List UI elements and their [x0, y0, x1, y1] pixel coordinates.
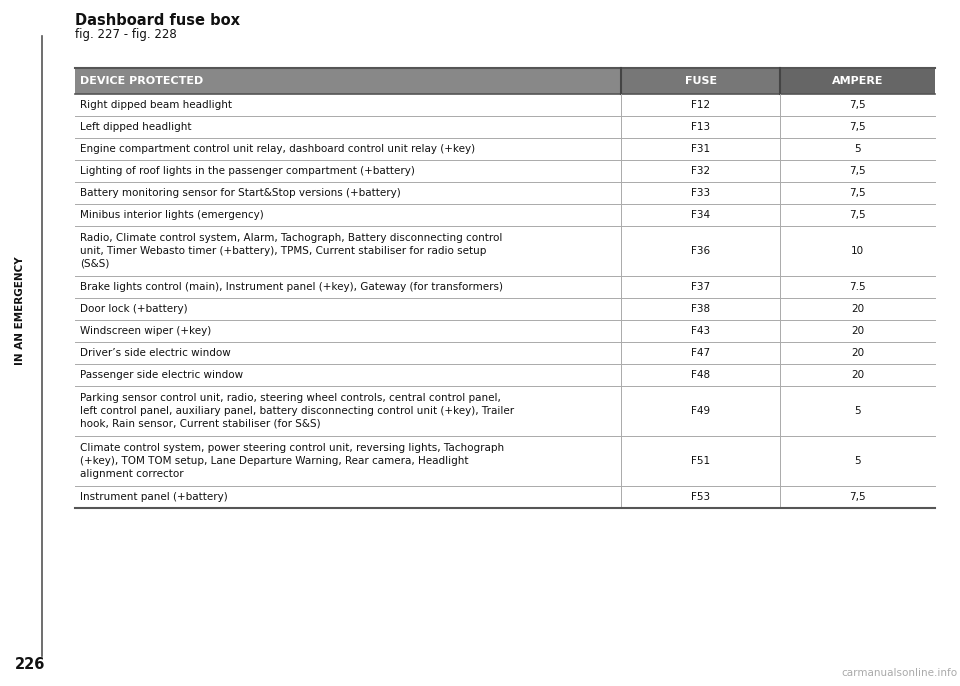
- Text: Right dipped beam headlight: Right dipped beam headlight: [80, 100, 232, 110]
- Text: F51: F51: [691, 456, 710, 466]
- Text: F33: F33: [691, 188, 710, 198]
- Text: 7,5: 7,5: [850, 492, 866, 502]
- Text: 10: 10: [851, 246, 864, 256]
- Bar: [75, 68, 935, 94]
- Text: Parking sensor control unit, radio, steering wheel controls, central control pan: Parking sensor control unit, radio, stee…: [80, 393, 515, 429]
- Text: 226: 226: [15, 657, 45, 672]
- Text: 5: 5: [854, 406, 861, 416]
- Text: Brake lights control (main), Instrument panel (+key), Gateway (for transformers): Brake lights control (main), Instrument …: [80, 282, 503, 292]
- Text: Instrument panel (+battery): Instrument panel (+battery): [80, 492, 228, 502]
- Bar: [75, 226, 935, 276]
- Bar: [75, 486, 935, 508]
- Text: Left dipped headlight: Left dipped headlight: [80, 122, 191, 132]
- Text: F47: F47: [691, 348, 710, 358]
- Text: 7.5: 7.5: [850, 282, 866, 292]
- Text: Lighting of roof lights in the passenger compartment (+battery): Lighting of roof lights in the passenger…: [80, 166, 415, 176]
- Text: F43: F43: [691, 326, 710, 336]
- Text: F34: F34: [691, 210, 710, 220]
- Text: F48: F48: [691, 370, 710, 380]
- Bar: [75, 386, 935, 436]
- Bar: [780, 68, 935, 94]
- Text: 7,5: 7,5: [850, 122, 866, 132]
- Text: Door lock (+battery): Door lock (+battery): [80, 304, 187, 314]
- Text: 7,5: 7,5: [850, 100, 866, 110]
- Text: F53: F53: [691, 492, 710, 502]
- Text: F36: F36: [691, 246, 710, 256]
- Text: Engine compartment control unit relay, dashboard control unit relay (+key): Engine compartment control unit relay, d…: [80, 144, 475, 154]
- Text: F37: F37: [691, 282, 710, 292]
- Text: F31: F31: [691, 144, 710, 154]
- Text: fig. 227 - fig. 228: fig. 227 - fig. 228: [75, 28, 177, 41]
- Text: 20: 20: [851, 326, 864, 336]
- Text: Driver’s side electric window: Driver’s side electric window: [80, 348, 230, 358]
- Text: 5: 5: [854, 456, 861, 466]
- Bar: [75, 94, 935, 116]
- Bar: [75, 276, 935, 298]
- Bar: [621, 68, 780, 94]
- Text: 7,5: 7,5: [850, 166, 866, 176]
- Text: 7,5: 7,5: [850, 188, 866, 198]
- Text: AMPERE: AMPERE: [832, 76, 883, 86]
- Text: F38: F38: [691, 304, 710, 314]
- Text: 20: 20: [851, 348, 864, 358]
- Bar: [75, 160, 935, 182]
- Text: IN AN EMERGENCY: IN AN EMERGENCY: [15, 256, 25, 365]
- Text: 20: 20: [851, 304, 864, 314]
- Bar: [75, 320, 935, 342]
- Text: Passenger side electric window: Passenger side electric window: [80, 370, 243, 380]
- Bar: [75, 116, 935, 138]
- Bar: [75, 204, 935, 226]
- Text: 5: 5: [854, 144, 861, 154]
- Bar: [75, 342, 935, 364]
- Text: Climate control system, power steering control unit, reversing lights, Tachograp: Climate control system, power steering c…: [80, 443, 504, 479]
- Text: DEVICE PROTECTED: DEVICE PROTECTED: [80, 76, 204, 86]
- Text: Radio, Climate control system, Alarm, Tachograph, Battery disconnecting control
: Radio, Climate control system, Alarm, Ta…: [80, 233, 502, 269]
- Text: 20: 20: [851, 370, 864, 380]
- Text: FUSE: FUSE: [684, 76, 717, 86]
- Text: F32: F32: [691, 166, 710, 176]
- Text: Windscreen wiper (+key): Windscreen wiper (+key): [80, 326, 211, 336]
- Text: carmanualsonline.info: carmanualsonline.info: [842, 668, 958, 678]
- Bar: [75, 364, 935, 386]
- Bar: [75, 138, 935, 160]
- Text: F13: F13: [691, 122, 710, 132]
- Text: Dashboard fuse box: Dashboard fuse box: [75, 13, 240, 28]
- Bar: [75, 436, 935, 486]
- Text: F12: F12: [691, 100, 710, 110]
- Text: Minibus interior lights (emergency): Minibus interior lights (emergency): [80, 210, 264, 220]
- Bar: [75, 298, 935, 320]
- Text: Battery monitoring sensor for Start&Stop versions (+battery): Battery monitoring sensor for Start&Stop…: [80, 188, 400, 198]
- Bar: [75, 182, 935, 204]
- Text: F49: F49: [691, 406, 710, 416]
- Text: 7,5: 7,5: [850, 210, 866, 220]
